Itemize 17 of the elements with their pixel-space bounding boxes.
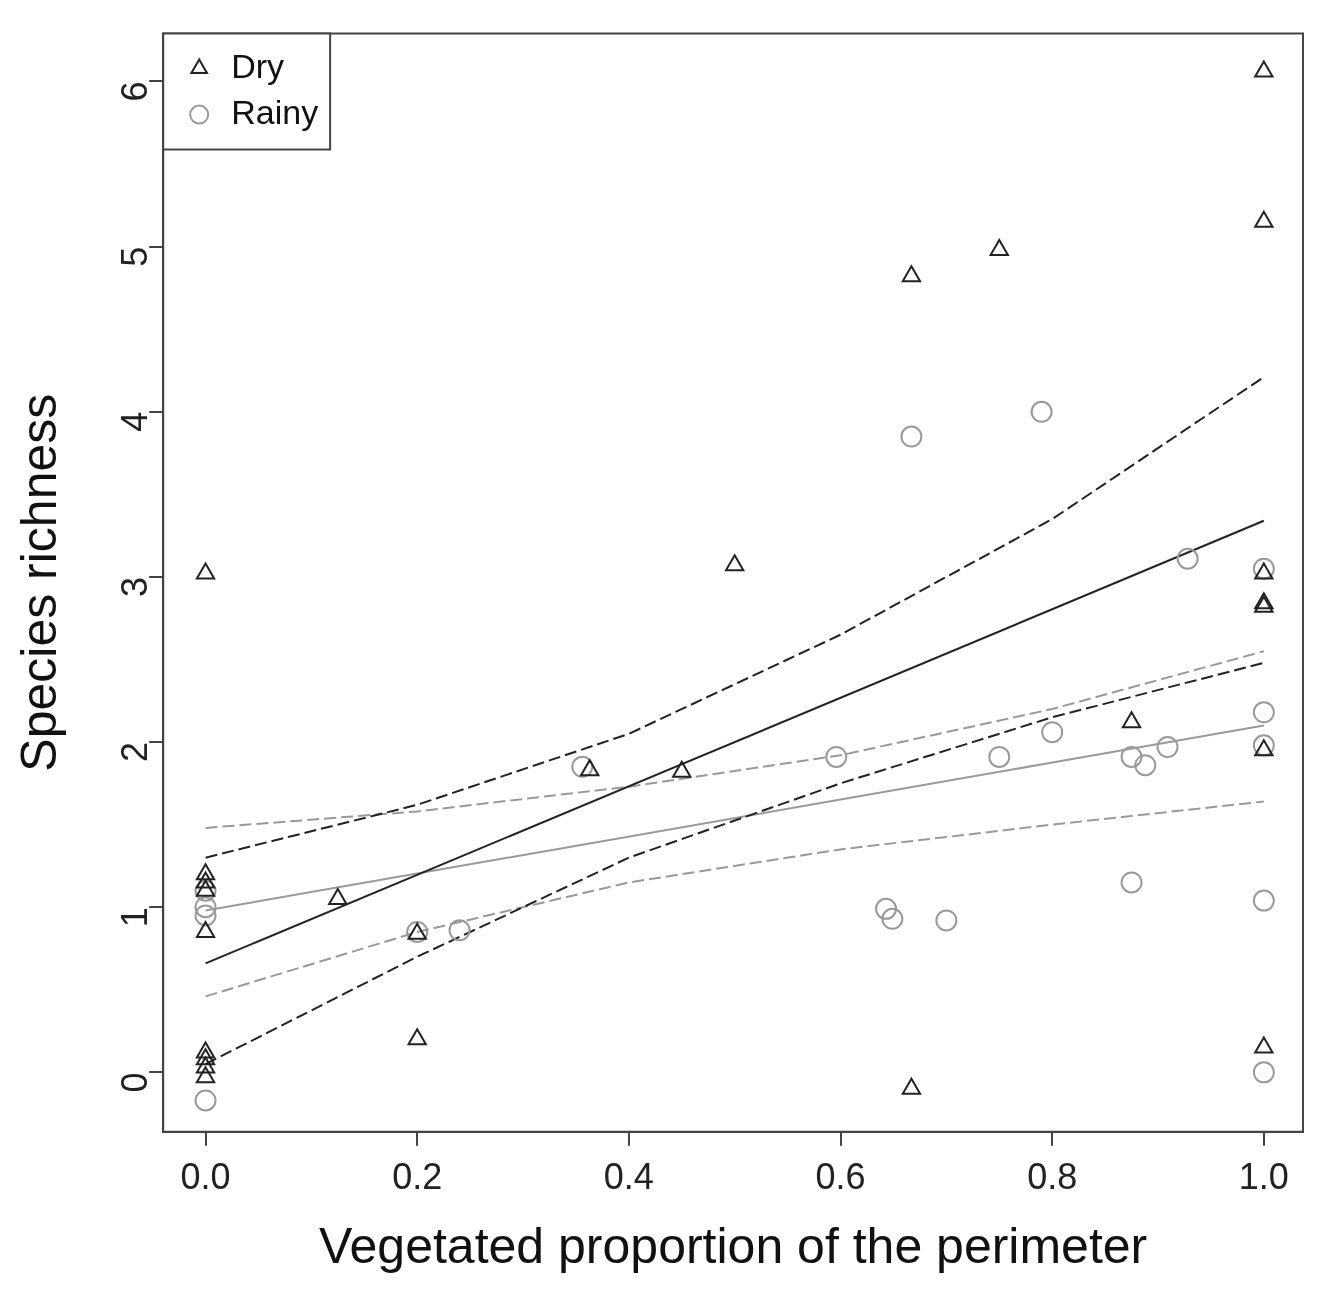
x-tick-label: 0.0	[180, 1156, 231, 1198]
legend-label: Dry	[231, 46, 285, 85]
x-tick-label: 0.2	[392, 1156, 443, 1198]
x-tick-label: 0.8	[1027, 1156, 1078, 1198]
y-tick-label: 1	[114, 907, 156, 928]
x-tick-label: 0.4	[603, 1156, 654, 1198]
y-tick-label: 3	[114, 576, 156, 597]
legend-label: Rainy	[231, 92, 319, 131]
x-tick-label: 1.0	[1238, 1156, 1289, 1198]
y-axis-title: Species richness	[10, 393, 67, 772]
y-tick-label: 0	[114, 1072, 156, 1093]
x-axis-title: Vegetated proportion of the perimeter	[318, 1217, 1148, 1274]
y-tick-label: 4	[114, 411, 156, 432]
y-tick-label: 6	[114, 81, 156, 102]
x-tick-label: 0.6	[815, 1156, 866, 1198]
y-tick-label: 5	[114, 246, 156, 267]
y-tick-label: 2	[114, 742, 156, 763]
